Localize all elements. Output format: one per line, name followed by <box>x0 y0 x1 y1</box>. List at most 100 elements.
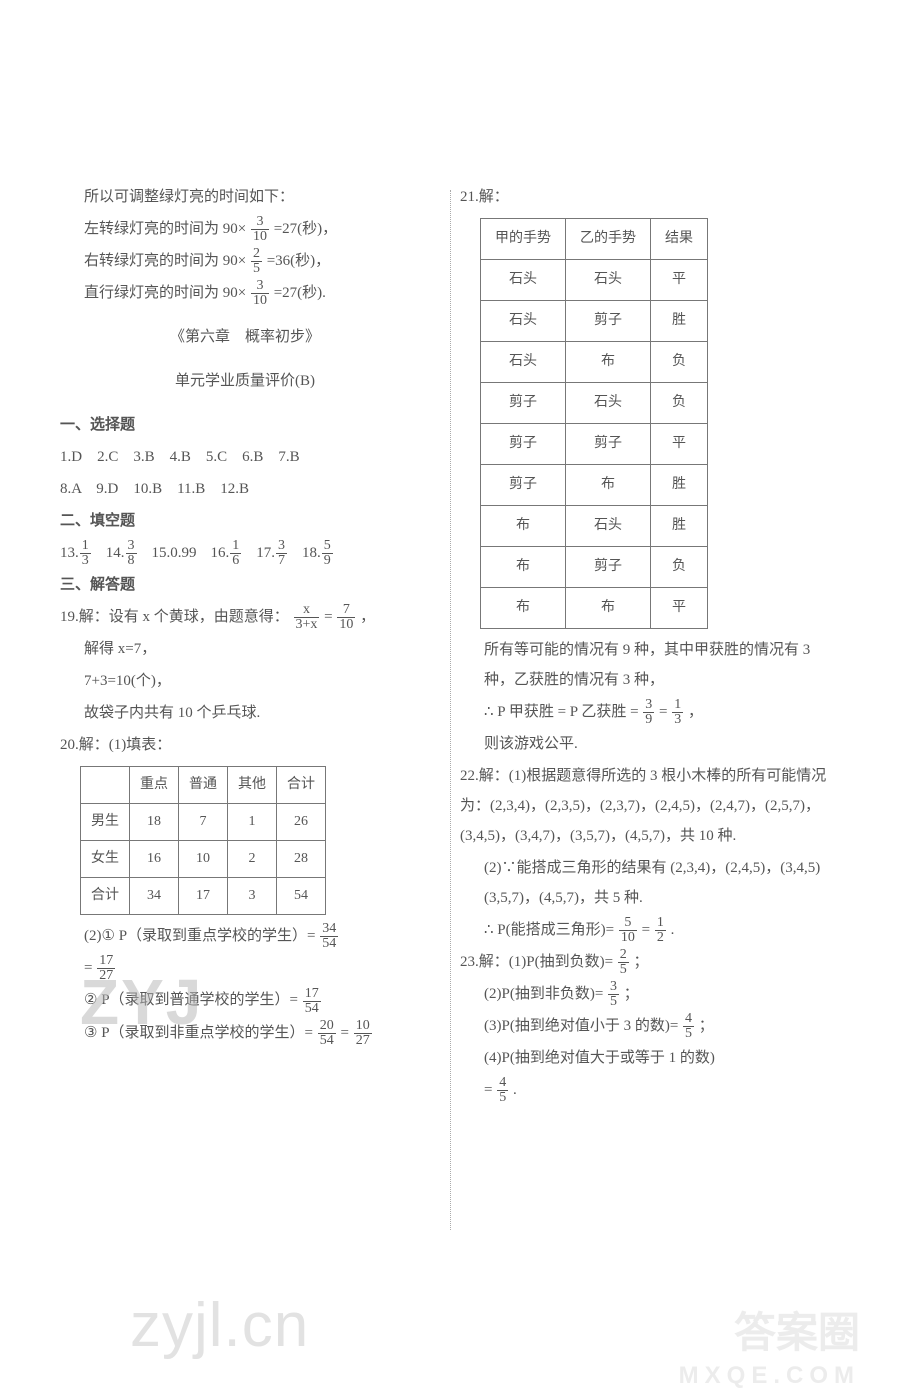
table-cell: 平 <box>651 424 708 465</box>
table-cell: 石头 <box>566 260 651 301</box>
table-header: 乙的手势 <box>566 219 651 260</box>
text: ∴ P 甲获胜 = P 乙获胜 = <box>484 704 639 720</box>
q22-part1: 22.解：(1)根据题意得所选的 3 根小木棒的所有可能情况为：(2,3,4)，… <box>460 761 830 851</box>
table-cell: 54 <box>277 878 326 915</box>
section-fill: 二、填空题 <box>60 506 430 536</box>
table-row: 剪子石头负 <box>481 383 708 424</box>
text: (3)P(抽到绝对值小于 3 的数)= <box>484 1018 678 1034</box>
fraction: 2054 <box>318 1019 336 1048</box>
text: =36(秒)， <box>267 253 330 269</box>
fraction: 310 <box>251 279 269 308</box>
q19-line3: 7+3=10(个)， <box>60 666 430 696</box>
left-column: 所以可调整绿灯亮的时间如下： 左转绿灯亮的时间为 90× 310 =27(秒)，… <box>60 180 430 1107</box>
q19-line1: 19.解：设有 x 个黄球，由题意得： x3+x = 710 ， <box>60 602 430 632</box>
fraction: 510 <box>619 916 637 945</box>
table-cell: 28 <box>277 841 326 878</box>
text: = <box>341 1025 349 1041</box>
table-header: 合计 <box>277 767 326 804</box>
table-cell: 布 <box>566 342 651 383</box>
table-cell: 男生 <box>81 804 130 841</box>
text: ， <box>360 609 375 625</box>
table-row: 石头石头平 <box>481 260 708 301</box>
fill-blank-item: 16.16 <box>211 538 243 568</box>
q22-prob: ∴ P(能搭成三角形)= 510 = 12 . <box>460 915 830 945</box>
table-cell: 布 <box>566 465 651 506</box>
table-cell: 剪子 <box>481 465 566 506</box>
q20-part2-3: ③ P（录取到非重点学校的学生）= 2054 = 1027 <box>60 1018 430 1048</box>
q20-part2-1: (2)① P（录取到重点学校的学生）= 3454 <box>60 921 430 951</box>
table-cell: 剪子 <box>566 424 651 465</box>
mc-answers-2: 8.A 9.D 10.B 11.B 12.B <box>60 474 430 504</box>
text: ； <box>634 954 649 970</box>
fraction: 310 <box>251 215 269 244</box>
q20-line1: 20.解：(1)填表： <box>60 730 430 760</box>
text: (2)P(抽到非负数)= <box>484 986 603 1002</box>
table-row: 石头布负 <box>481 342 708 383</box>
q21-conclude: 则该游戏公平. <box>460 729 830 759</box>
table-cell: 平 <box>651 588 708 629</box>
text: = <box>484 1082 492 1098</box>
fraction: 45 <box>683 1012 694 1041</box>
q19-line2: 解得 x=7， <box>60 634 430 664</box>
q21-head: 21.解： <box>460 182 830 212</box>
text: ∴ P(能搭成三角形)= <box>484 922 614 938</box>
table-cell: 剪子 <box>481 383 566 424</box>
intro-line: 所以可调整绿灯亮的时间如下： <box>60 182 430 212</box>
text: 直行绿灯亮的时间为 90× <box>84 285 246 301</box>
table-cell: 平 <box>651 260 708 301</box>
q20-part2-2: ② P（录取到普通学校的学生）= 1754 <box>60 985 430 1015</box>
q23-4b: = 45 . <box>460 1075 830 1105</box>
right-turn-line: 右转绿灯亮的时间为 90× 25 =36(秒)， <box>60 246 430 276</box>
table-row: 布布平 <box>481 588 708 629</box>
fill-blank-item: 15.0.99 <box>152 538 197 568</box>
table-header: 其他 <box>228 767 277 804</box>
table-cell: 剪子 <box>566 301 651 342</box>
fill-blank-item: 14.38 <box>106 538 138 568</box>
fraction: 3454 <box>320 922 338 951</box>
q23-4a: (4)P(抽到绝对值大于或等于 1 的数) <box>460 1043 830 1073</box>
table-cell: 剪子 <box>481 424 566 465</box>
fraction: 13 <box>672 698 683 727</box>
table-cell: 石头 <box>566 383 651 424</box>
table-row: 女生1610228 <box>81 841 326 878</box>
text: ③ P（录取到非重点学校的学生）= <box>84 1025 313 1041</box>
text: ； <box>699 1018 714 1034</box>
watermark-answer-circle: 答案圈 <box>734 1299 860 1360</box>
table-cell: 负 <box>651 547 708 588</box>
table-cell: 1 <box>228 804 277 841</box>
watermark-mxqe: MXQE.COM <box>679 1362 860 1390</box>
fraction: 39 <box>643 698 654 727</box>
text: =27(秒). <box>274 285 326 301</box>
table-cell: 石头 <box>566 506 651 547</box>
table-cell: 26 <box>277 804 326 841</box>
table-header: 甲的手势 <box>481 219 566 260</box>
text: ② P（录取到普通学校的学生）= <box>84 992 298 1008</box>
section-mc: 一、选择题 <box>60 410 430 440</box>
chapter-title: 《第六章 概率初步》 <box>60 322 430 352</box>
text: = <box>324 609 332 625</box>
text: =27(秒)， <box>274 221 337 237</box>
table-cell: 17 <box>179 878 228 915</box>
left-turn-line: 左转绿灯亮的时间为 90× 310 =27(秒)， <box>60 214 430 244</box>
table-cell: 负 <box>651 342 708 383</box>
chapter-subtitle: 单元学业质量评价(B) <box>60 366 430 396</box>
fill-blank-row: 13.1314.3815.0.9916.1617.3718.59 <box>60 538 430 568</box>
text: = <box>84 960 92 976</box>
text: ； <box>624 986 639 1002</box>
table-cell: 16 <box>130 841 179 878</box>
watermark-zyjlcn: zyjl.cn <box>130 1290 309 1361</box>
q20-part2-1b: = 1727 <box>60 953 430 983</box>
fraction: 45 <box>497 1076 508 1105</box>
q21-prob: ∴ P 甲获胜 = P 乙获胜 = 39 = 13 ， <box>460 697 830 727</box>
table-cell: 2 <box>228 841 277 878</box>
text: = <box>659 704 667 720</box>
q23-1: 23.解：(1)P(抽到负数)= 25 ； <box>460 947 830 977</box>
text: 23.解：(1)P(抽到负数)= <box>460 954 613 970</box>
text: ， <box>688 704 703 720</box>
table-cell: 布 <box>481 588 566 629</box>
text: . <box>513 1082 517 1098</box>
q21-text1: 所有等可能的情况有 9 种，其中甲获胜的情况有 3 种，乙获胜的情况有 3 种， <box>460 635 830 695</box>
text: 右转绿灯亮的时间为 90× <box>84 253 246 269</box>
fraction: 1754 <box>303 987 321 1016</box>
table-cell: 石头 <box>481 342 566 383</box>
